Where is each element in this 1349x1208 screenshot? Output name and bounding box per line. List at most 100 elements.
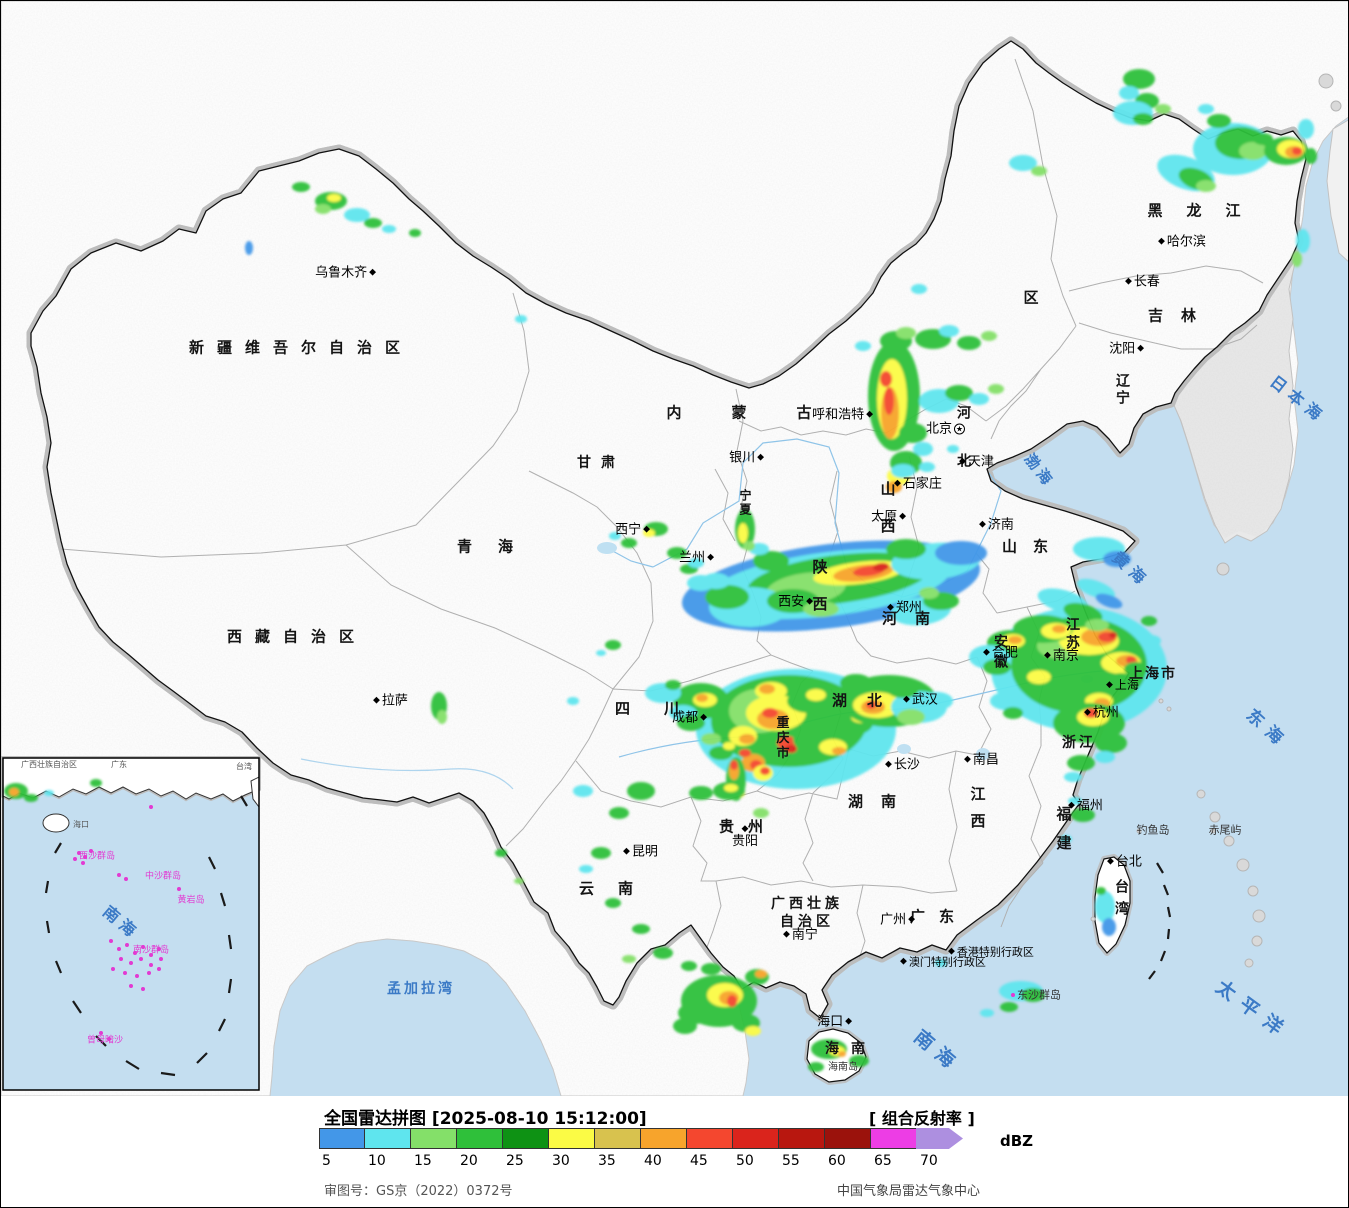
radar-echo — [605, 640, 621, 650]
radar-echo — [514, 878, 524, 884]
south-china-sea-inset — [1, 756, 1015, 1091]
radar-echo — [643, 529, 655, 537]
legend-step: 65 — [870, 1128, 917, 1169]
radar-echo — [838, 1051, 846, 1057]
island-dot — [129, 961, 133, 965]
island-dot — [107, 1037, 111, 1041]
radar-echo — [745, 1026, 761, 1036]
radar-echo — [939, 325, 959, 337]
radar-echo — [622, 955, 636, 963]
radar-echo — [344, 208, 370, 222]
island-dot — [1011, 993, 1015, 997]
radar-echo — [785, 745, 797, 753]
legend-colorbar: 5 10 15 20 25 30 35 40 45 50 55 60 65 70 — [319, 1128, 963, 1169]
legend-step: 50 — [732, 1128, 779, 1169]
radar-echo — [886, 539, 926, 559]
island-dot — [149, 953, 153, 957]
island-dot — [159, 957, 163, 961]
island-dot — [89, 849, 93, 853]
legend-tick-label: 5 — [322, 1153, 331, 1169]
radar-echo — [891, 464, 915, 478]
radar-echo — [945, 385, 973, 401]
radar-echo — [1085, 619, 1109, 631]
radar-echo — [1060, 835, 1072, 843]
radar-echo — [1095, 593, 1123, 609]
legend-color-cell — [640, 1128, 687, 1149]
radar-echo — [886, 481, 902, 493]
radar-echo — [591, 847, 611, 859]
radar-echo — [609, 532, 621, 540]
radar-echo — [1124, 662, 1148, 676]
radar-echo — [739, 749, 751, 757]
radar-echo — [1292, 147, 1302, 155]
map-canvas — [1, 1, 1348, 1096]
island-dot — [77, 851, 81, 855]
radar-echo — [1095, 891, 1115, 923]
map-approval-number: 审图号：GS京（2022）0372号 — [324, 1184, 513, 1199]
legend-tick-label: 65 — [874, 1153, 892, 1169]
radar-echo — [880, 371, 892, 387]
poyang-lake — [976, 748, 990, 760]
radar-echo — [935, 959, 947, 967]
island-markers-pink — [73, 805, 1015, 1041]
gray-island — [1251, 935, 1263, 947]
gray-island — [1252, 909, 1266, 923]
radar-echo — [596, 650, 606, 656]
radar-echo — [1027, 670, 1051, 684]
gray-island — [1158, 698, 1164, 704]
gray-island — [1209, 811, 1221, 823]
inset-radar-echo-layer — [4, 779, 102, 802]
legend-color-cell — [732, 1128, 779, 1149]
radar-echo — [727, 995, 737, 1007]
radar-echo — [1063, 602, 1103, 624]
radar-echo — [855, 341, 871, 351]
radar-echo — [1141, 616, 1157, 626]
radar-echo — [687, 575, 715, 591]
island-dot — [141, 945, 145, 949]
gray-island — [1090, 916, 1096, 922]
island-dot — [124, 877, 128, 881]
gray-island — [1166, 706, 1172, 712]
island-dot — [109, 939, 113, 943]
radar-echo — [1126, 656, 1136, 664]
legend-tick-label: 70 — [920, 1153, 938, 1169]
radar-echo — [677, 715, 705, 731]
legend-step: 60 — [824, 1128, 871, 1169]
gray-island — [1318, 73, 1334, 89]
island-dot — [133, 951, 137, 955]
radar-echo — [667, 547, 687, 559]
radar-echo — [1068, 797, 1082, 805]
radar-echo — [621, 538, 637, 548]
radar-echo — [884, 387, 894, 415]
radar-echo — [980, 1009, 994, 1017]
gray-island — [1223, 835, 1235, 847]
map-area: 新疆维吾尔自治区 西藏自治区 青海 甘肃 四川 云南 贵州 湖南 湖北 广西壮族 自治区 广东 江西 福建… — [1, 1, 1348, 1096]
legend-color-cell — [410, 1128, 457, 1149]
legend-tick-label: 30 — [552, 1153, 570, 1169]
legend-step: 40 — [640, 1128, 687, 1169]
radar-echo — [921, 692, 953, 710]
radar-echo — [1102, 918, 1116, 936]
legend-unit: dBZ — [1000, 1132, 1034, 1150]
radar-echo — [609, 807, 629, 819]
radar-echo — [1239, 142, 1267, 160]
radar-echo — [292, 182, 310, 192]
radar-echo — [988, 384, 1004, 394]
radar-echo — [9, 788, 19, 796]
legend-tick-label: 60 — [828, 1153, 846, 1169]
radar-echo — [1064, 772, 1082, 782]
radar-echo — [1298, 119, 1314, 139]
radar-echo — [983, 659, 1011, 675]
island-dot — [73, 857, 77, 861]
island-dot — [125, 943, 129, 947]
product-name: [ 组合反射率 ] — [869, 1109, 975, 1128]
radar-echo — [1103, 551, 1131, 567]
radar-echo — [567, 697, 579, 705]
radar-echo — [730, 760, 738, 770]
island-dot — [99, 1031, 103, 1035]
radar-echo — [1305, 148, 1317, 164]
radar-echo — [665, 680, 681, 690]
radar-echo — [969, 393, 989, 405]
radar-echo — [1141, 635, 1161, 647]
